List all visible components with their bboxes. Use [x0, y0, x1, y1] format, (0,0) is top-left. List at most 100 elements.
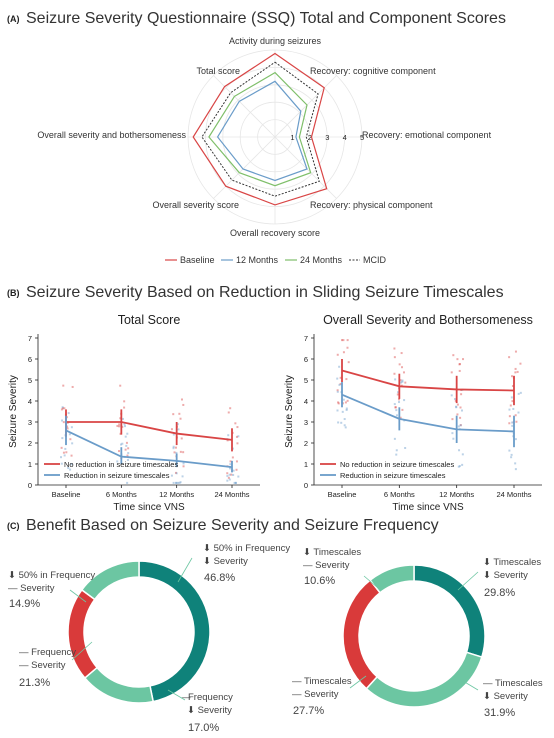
radar-axis-label-recovery-physical-component: Recovery: physical component	[310, 200, 433, 210]
radar-series-baseline	[192, 52, 328, 206]
scatter-point	[346, 399, 349, 402]
panel-b-title: Seizure Severity Based on Reduction in S…	[26, 284, 504, 301]
scatter-point	[63, 407, 66, 410]
scatter-point	[393, 347, 396, 350]
radar-axis-label-overall-recovery-score: Overall recovery score	[230, 228, 320, 238]
scatter-point	[64, 447, 67, 450]
x-tick-label: Baseline	[52, 490, 81, 499]
scatter-point	[517, 392, 520, 395]
y-tick-label: 1	[28, 460, 32, 469]
left-slice-4-line2: — Severity	[8, 583, 55, 594]
scatter-point	[121, 425, 124, 428]
scatter-point	[235, 435, 238, 438]
radar-tick-label: 1	[290, 133, 294, 142]
scatter-point	[60, 408, 63, 411]
scatter-point	[345, 408, 348, 411]
scatter-point	[170, 474, 173, 477]
right-slice-1-line1: ⬇ Timescales	[483, 557, 541, 568]
scatter-point	[511, 421, 514, 424]
scatter-point	[338, 365, 341, 368]
scatter-point	[336, 389, 339, 392]
line-chart-total-score: Total Score 0 1 2 3 4 5 6 7 Baseline 6 Months 12 Mo…	[8, 313, 260, 513]
scatter-point	[342, 351, 345, 354]
radar-chart: 1 2 3 4 5 Activity during seizures Recovery: c…	[37, 36, 491, 238]
panel-b-label: (B)	[7, 288, 20, 298]
scatter-point	[231, 456, 234, 459]
radar-axis-label-total-score: Total score	[196, 66, 240, 76]
x-tick-label: 6 Months	[106, 490, 137, 499]
legend-24-months: 24 Months	[300, 255, 343, 265]
scatter-point	[397, 398, 400, 401]
scatter-point	[396, 393, 399, 396]
left-slice-1-pct: 46.8%	[204, 572, 235, 584]
donut-slice-2	[83, 666, 155, 704]
scatter-point	[404, 381, 407, 384]
scatter-point	[451, 418, 454, 421]
radar-axis-label-activity-during-seizures: Activity during seizures	[229, 36, 322, 46]
scatter-point	[336, 409, 339, 412]
left-slice-3-pct: 21.3%	[19, 677, 50, 689]
scatter-point	[456, 413, 459, 416]
donut-slice-4	[369, 564, 415, 594]
scatter-point	[123, 400, 126, 403]
scatter-point	[395, 449, 398, 452]
scatter-point	[343, 418, 346, 421]
scatter-point	[67, 466, 70, 469]
x-axis-label: Time since VNS	[392, 502, 464, 513]
scatter-point	[62, 421, 65, 424]
scatter-point	[124, 435, 127, 438]
legend-baseline: Baseline	[180, 255, 215, 265]
scatter-point	[229, 467, 232, 470]
scatter-point	[397, 391, 400, 394]
scatter-point	[170, 428, 173, 431]
scatter-point	[339, 376, 342, 379]
subplot-title: Total Score	[118, 313, 181, 327]
y-tick-label: 0	[28, 481, 32, 490]
donut-slice-1	[138, 560, 211, 703]
scatter-point	[344, 401, 347, 404]
scatter-point	[343, 424, 346, 427]
scatter-point	[401, 408, 404, 411]
scatter-point	[234, 481, 237, 484]
scatter-point	[234, 481, 237, 484]
scatter-point	[398, 363, 401, 366]
scatter-point	[346, 346, 349, 349]
scatter-point	[450, 394, 453, 397]
line-chart-overall-severity: Overall Severity and Bothersomeness 0 1 2 3 4…	[284, 313, 542, 513]
scatter-point	[345, 378, 348, 381]
scatter-point	[127, 452, 130, 455]
radar-axis-label-overall-severity-and-bothersomeness: Overall severity and bothersomeness	[37, 130, 186, 140]
scatter-point	[126, 432, 129, 435]
scatter-point	[181, 475, 184, 478]
scatter-point	[457, 465, 460, 468]
scatter-point	[393, 356, 396, 359]
right-slice-2-pct: 31.9%	[484, 707, 515, 719]
scatter-point	[510, 456, 513, 459]
radar-legend: Baseline 12 Months 24 Months MCID	[165, 255, 386, 265]
right-slice-3-line2: — Severity	[292, 689, 339, 700]
donut-slice-3	[342, 579, 382, 690]
left-slice-2-pct: 17.0%	[188, 722, 219, 734]
scatter-point	[127, 447, 130, 450]
scatter-point	[336, 390, 339, 393]
scatter-point	[233, 481, 236, 484]
legend-label: No reduction in seizure timescales	[340, 460, 454, 469]
legend-label: Reduction in seizure timescales	[64, 471, 170, 480]
scatter-point	[514, 371, 517, 374]
scatter-point	[175, 481, 178, 484]
radar-series-24-months	[208, 71, 312, 187]
panel-c-title: Benefit Based on Seizure Severity and Se…	[26, 517, 439, 534]
scatter-point	[126, 458, 129, 461]
radar-axis-label-recovery-emotional-component: Recovery: emotional component	[362, 130, 492, 140]
scatter-point	[125, 441, 128, 444]
panel-a-title: Seizure Severity Questionnaire (SSQ) Tot…	[26, 10, 506, 27]
scatter-point	[226, 472, 229, 475]
x-tick-label: Baseline	[328, 490, 357, 499]
scatter-point	[455, 406, 458, 409]
scatter-point	[126, 454, 129, 457]
scatter-point	[393, 372, 396, 375]
scatter-point	[121, 442, 124, 445]
y-tick-label: 7	[304, 334, 308, 343]
right-slice-1-pct: 29.8%	[484, 587, 515, 599]
